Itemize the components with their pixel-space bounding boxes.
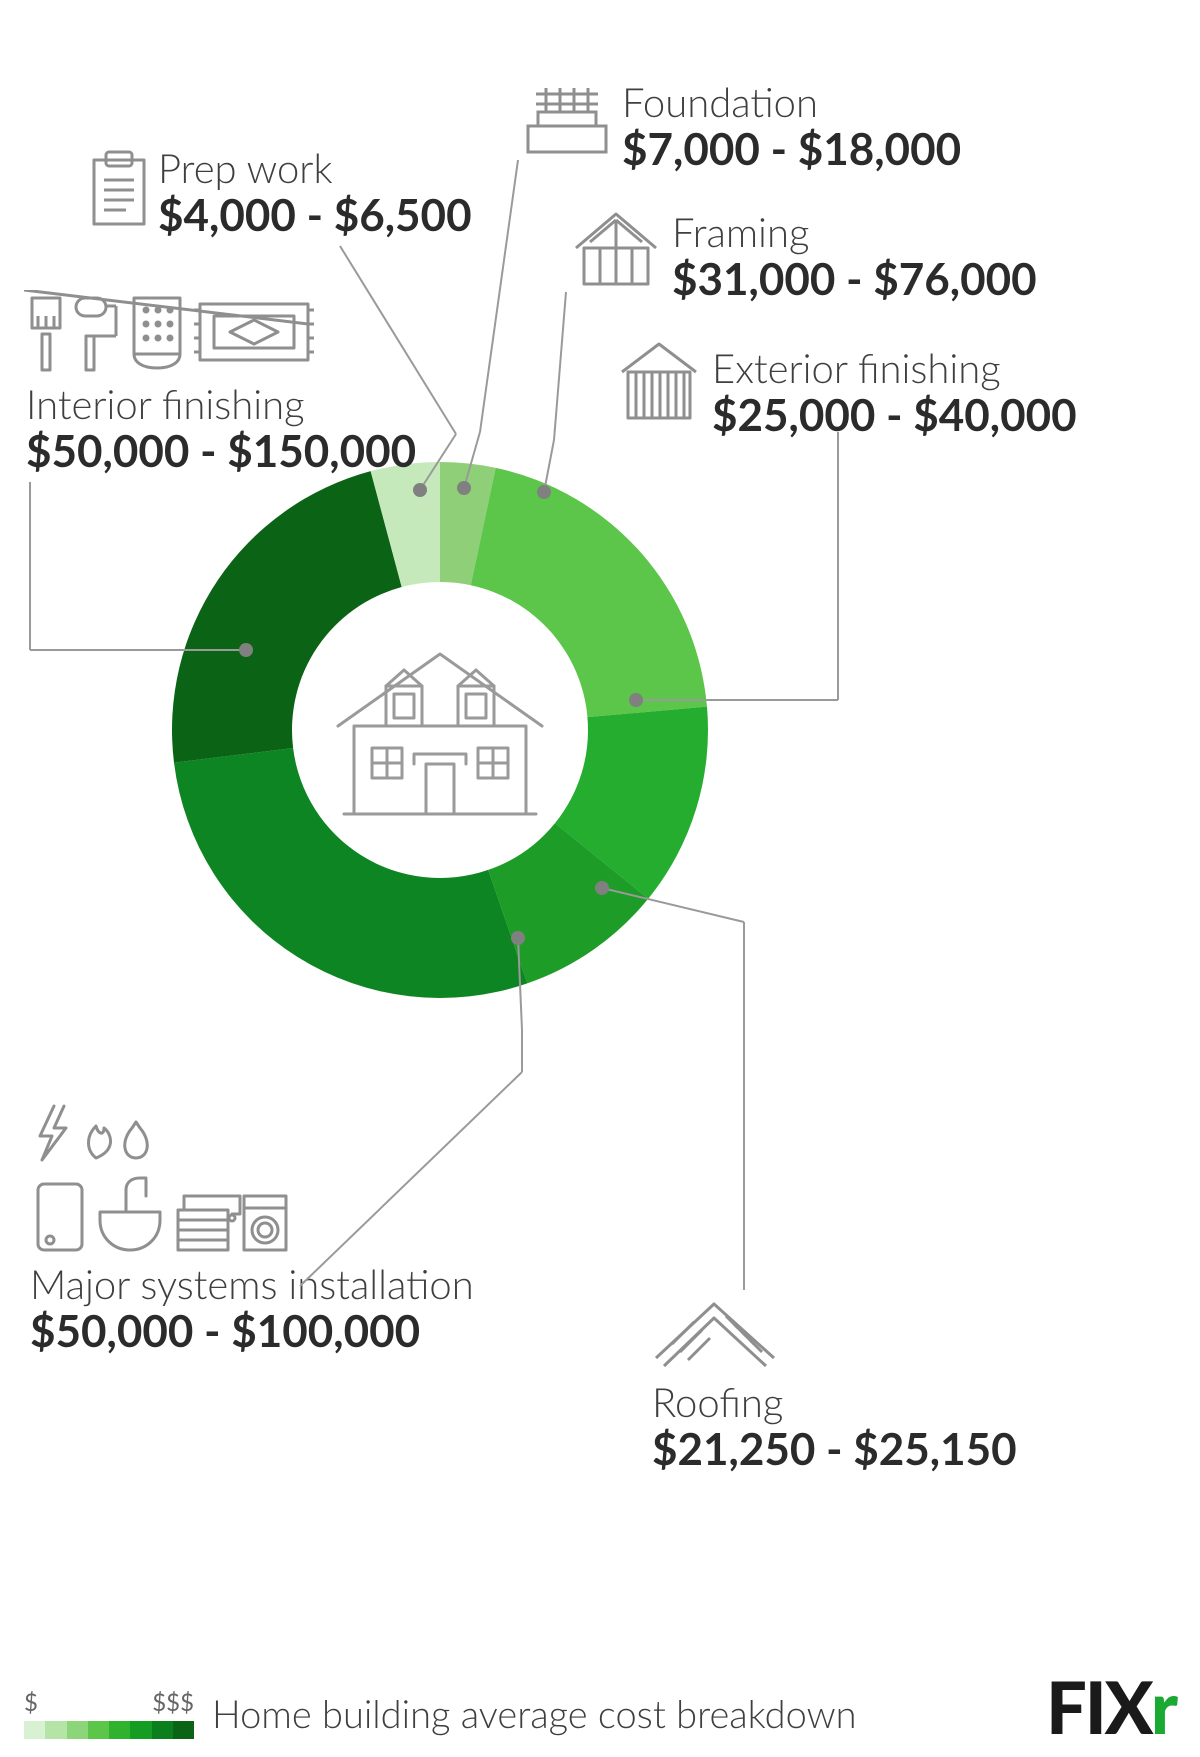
roofing-icon bbox=[650, 1294, 780, 1372]
exterior-label: Exterior finishing $25,000 - $40,000 bbox=[712, 346, 1077, 441]
roofing-label: Roofing $21,250 - $25,150 bbox=[652, 1380, 1017, 1475]
framing-title: Framing bbox=[672, 210, 1037, 254]
cost-legend: $ $$$ bbox=[24, 1688, 194, 1739]
interior-title: Interior finishing bbox=[26, 382, 416, 426]
footer: $ $$$ Home building average cost breakdo… bbox=[24, 1679, 1176, 1739]
foundation-label: Foundation $7,000 - $18,000 bbox=[622, 80, 961, 175]
framing-icon bbox=[570, 208, 662, 290]
systems-icons bbox=[30, 1100, 290, 1260]
logo-text: FIX bbox=[1046, 1664, 1151, 1750]
exterior-title: Exterior finishing bbox=[712, 346, 1077, 390]
foundation-title: Foundation bbox=[622, 80, 961, 124]
foundation-cost: $7,000 - $18,000 bbox=[622, 124, 961, 175]
exterior-icon bbox=[616, 338, 702, 424]
interior-icons bbox=[24, 290, 324, 380]
prep-title: Prep work bbox=[158, 146, 472, 190]
systems-title: Major systems installation bbox=[30, 1262, 474, 1306]
framing-cost: $31,000 - $76,000 bbox=[672, 254, 1037, 305]
roofing-cost: $21,250 - $25,150 bbox=[652, 1424, 1017, 1475]
footer-title: Home building average cost breakdown bbox=[212, 1691, 1028, 1739]
legend-low: $ bbox=[24, 1688, 38, 1717]
framing-label: Framing $31,000 - $76,000 bbox=[672, 210, 1037, 305]
house-icon bbox=[330, 636, 550, 826]
prep-cost: $4,000 - $6,500 bbox=[158, 190, 472, 241]
exterior-cost: $25,000 - $40,000 bbox=[712, 390, 1077, 441]
prep-label: Prep work $4,000 - $6,500 bbox=[158, 146, 472, 241]
systems-cost: $50,000 - $100,000 bbox=[30, 1306, 474, 1357]
interior-label: Interior finishing $50,000 - $150,000 bbox=[26, 382, 416, 477]
interior-cost: $50,000 - $150,000 bbox=[26, 426, 416, 477]
legend-high: $$$ bbox=[152, 1688, 194, 1717]
roofing-title: Roofing bbox=[652, 1380, 1017, 1424]
foundation-icon bbox=[522, 80, 612, 158]
fixr-logo: FIXr bbox=[1046, 1679, 1176, 1739]
prep-icon bbox=[86, 146, 152, 230]
logo-accent: r bbox=[1151, 1664, 1176, 1750]
systems-label: Major systems installation $50,000 - $10… bbox=[30, 1262, 474, 1357]
legend-bar bbox=[24, 1721, 194, 1739]
